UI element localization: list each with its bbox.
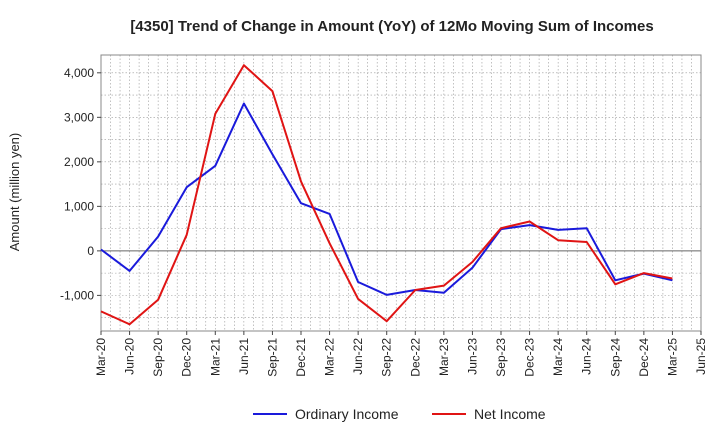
y-tick-label: -1,000 bbox=[60, 288, 94, 302]
x-tick-label: Jun-21 bbox=[237, 338, 251, 375]
x-tick-label: Sep-21 bbox=[265, 338, 279, 377]
x-tick-label: Mar-23 bbox=[437, 338, 451, 376]
x-tick-label: Sep-20 bbox=[151, 338, 165, 377]
x-tick-label: Jun-24 bbox=[580, 338, 594, 375]
y-axis: -1,000 0 1,000 2,000 3,000 4,000 bbox=[60, 66, 101, 302]
x-tick-label: Dec-20 bbox=[180, 338, 194, 377]
x-tick-label: Sep-22 bbox=[380, 338, 394, 377]
x-tick-label: Mar-20 bbox=[94, 338, 108, 376]
x-axis: Mar-20 Jun-20 Sep-20 Dec-20 Mar-21 Jun-21 Sep-… bbox=[94, 331, 708, 377]
y-tick-label: 2,000 bbox=[64, 155, 94, 169]
legend: Ordinary Income Net Income bbox=[253, 406, 546, 422]
x-tick-label: Mar-24 bbox=[551, 338, 565, 376]
grid bbox=[100, 55, 701, 331]
y-tick-label: 0 bbox=[87, 244, 94, 258]
x-tick-label: Jun-25 bbox=[694, 338, 708, 375]
x-tick-label: Mar-21 bbox=[208, 338, 222, 376]
x-tick-label: Dec-23 bbox=[523, 338, 537, 377]
y-axis-label: Amount (million yen) bbox=[7, 133, 22, 252]
x-tick-label: Mar-22 bbox=[323, 338, 337, 376]
chart-title: [4350] Trend of Change in Amount (YoY) o… bbox=[130, 18, 653, 35]
series-group bbox=[100, 64, 673, 326]
series-line-net-income bbox=[100, 64, 673, 326]
x-tick-label: Dec-22 bbox=[408, 338, 422, 377]
x-tick-label: Sep-24 bbox=[608, 338, 622, 377]
y-tick-label: 4,000 bbox=[64, 66, 94, 80]
x-tick-label: Dec-24 bbox=[637, 338, 651, 377]
x-tick-label: Mar-25 bbox=[665, 338, 679, 376]
y-tick-label: 1,000 bbox=[64, 199, 94, 213]
x-tick-label: Jun-20 bbox=[123, 338, 137, 375]
x-tick-label: Sep-23 bbox=[494, 338, 508, 377]
x-tick-label: Dec-21 bbox=[294, 338, 308, 377]
x-tick-label: Jun-23 bbox=[465, 338, 479, 375]
legend-label: Ordinary Income bbox=[295, 406, 399, 422]
x-tick-label: Jun-22 bbox=[351, 338, 365, 375]
plot-area bbox=[100, 54, 702, 332]
series-line-ordinary-income bbox=[100, 102, 673, 296]
y-tick-label: 3,000 bbox=[64, 110, 94, 124]
legend-label: Net Income bbox=[474, 406, 546, 422]
